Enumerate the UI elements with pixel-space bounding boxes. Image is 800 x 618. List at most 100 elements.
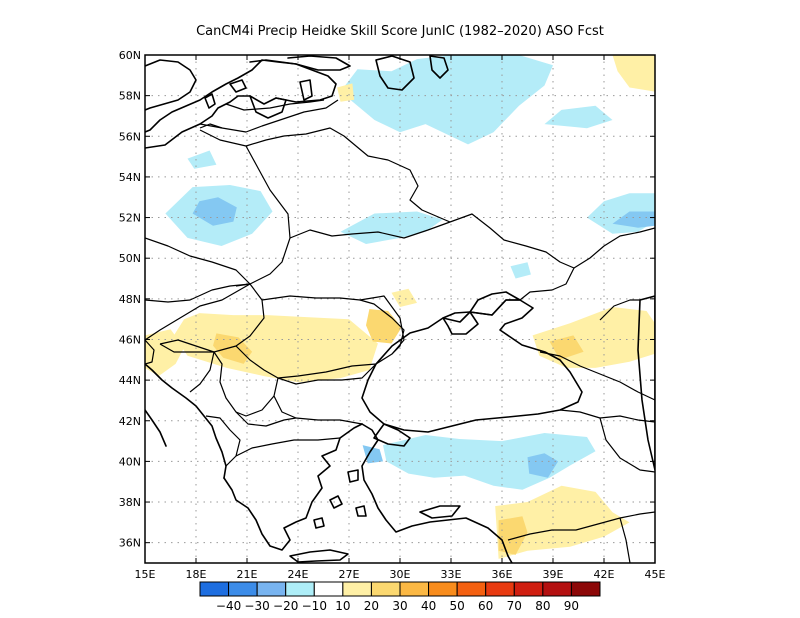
colorbar-label-9: 60 [478, 599, 493, 613]
cyprus-coast [419, 505, 461, 519]
coastlines-and-borders [145, 55, 655, 563]
skill-region-8 [527, 453, 559, 478]
aegean-islands-d [355, 505, 367, 517]
crete-coast [289, 549, 349, 563]
skill-region-18 [612, 55, 655, 92]
colorbar-label-6: 30 [392, 599, 407, 613]
colorbar-swatch-7 [399, 581, 430, 597]
colorbar-label-2: −20 [273, 599, 298, 613]
colorbar-swatch-12 [542, 581, 572, 597]
axis-ticks [144, 54, 656, 563]
border-kaliningrad [199, 123, 223, 129]
gulf-of-finland-coast [249, 55, 351, 71]
lat-label-60N: 60N [119, 49, 141, 62]
colorbar-label-12: 90 [564, 599, 579, 613]
colorbar-swatch-1 [228, 581, 258, 597]
aegean-islands-c [313, 517, 325, 529]
greece-coast [223, 423, 363, 551]
border-slovenia-croatia [145, 339, 155, 365]
lat-label-54N: 54N [119, 171, 141, 184]
baltic-coast [145, 59, 337, 149]
border-poland-east [199, 129, 291, 287]
skill-region-11 [213, 333, 253, 364]
levant-coast [507, 555, 513, 563]
skill-region-9 [362, 445, 383, 464]
lat-label-44N: 44N [119, 374, 141, 387]
border-baltics [199, 99, 339, 133]
aegean-islands-b [347, 469, 359, 483]
border-ukraine-north [289, 213, 575, 301]
lat-label-38N: 38N [119, 496, 141, 509]
skill-region-4 [340, 211, 443, 244]
skill-region-12 [366, 309, 402, 344]
border-turkey-syria [507, 511, 655, 541]
marmara-coast [373, 423, 411, 447]
latitude-labels: 36N 38N 40N 42N 44N 46N 48N 50N 52N 54N 56N 58N 60N [119, 49, 141, 550]
lon-label-36E: 36E [492, 568, 513, 581]
black-sea-coast [361, 299, 583, 433]
scandinavia-coast [145, 59, 197, 111]
skill-region-22 [187, 150, 217, 169]
skill-region-15 [549, 335, 584, 360]
map-title: CanCM4i Precip Heidke Skill Score JunIC … [196, 24, 604, 39]
colorbar-swatch-4 [313, 581, 344, 597]
adriatic-coast [145, 363, 227, 479]
colorbar-label-5: 20 [364, 599, 379, 613]
turkey-west-coast [361, 423, 509, 557]
border-poland-south [145, 237, 251, 285]
colorbar-label-4: 10 [335, 599, 350, 613]
lon-label-33E: 33E [441, 568, 462, 581]
border-macedonia-greece [235, 411, 297, 427]
colorbar-swatch-3 [285, 581, 315, 597]
crimea-coast [442, 311, 479, 335]
caspian-coast [637, 295, 655, 471]
border-turkey-georgia [559, 409, 655, 423]
border-czech-slovakia [145, 283, 251, 303]
colorbar-label-10: 70 [507, 599, 522, 613]
colorbar-label-11: 80 [535, 599, 550, 613]
colorbar-swatch-9 [456, 581, 487, 597]
colorbar-swatch-5 [342, 581, 372, 597]
border-serbia [213, 351, 275, 417]
lat-label-52N: 52N [119, 212, 141, 225]
lake-onega-coast [429, 55, 449, 79]
skill-region-1 [544, 105, 613, 129]
saaremaa-coast [229, 79, 247, 93]
colorbar-labels: −40 −30 −20 −10 10 20 30 40 50 60 70 80 90 [216, 599, 579, 613]
aegean-islands-a [329, 495, 343, 509]
border-moldova [359, 299, 405, 355]
lon-label-30E: 30E [390, 568, 411, 581]
colorbar-swatch-11 [513, 581, 544, 597]
border-russia-kazakhstan [573, 227, 655, 269]
skill-region-19 [337, 83, 355, 102]
lat-label-58N: 58N [119, 90, 141, 103]
skill-region-16 [495, 485, 630, 559]
colorbar-swatch-6 [370, 581, 401, 597]
skill-region-20 [391, 288, 417, 307]
border-bulgaria [277, 363, 377, 385]
colorbar-swatch-2 [256, 581, 287, 597]
border-russia-kazakhstan-south [599, 299, 640, 321]
lat-label-42N: 42N [119, 415, 141, 428]
lon-label-15E: 15E [135, 568, 156, 581]
border-montenegro-albania [205, 415, 241, 467]
skill-region-21 [510, 262, 531, 279]
gotland-coast [204, 93, 216, 109]
colorbar-label-8: 50 [449, 599, 464, 613]
border-hungary [145, 283, 265, 353]
lat-label-48N: 48N [119, 293, 141, 306]
lat-label-36N: 36N [119, 537, 141, 550]
colorbar [199, 581, 601, 597]
italy-east-coast [145, 409, 167, 447]
lon-label-18E: 18E [186, 568, 207, 581]
skill-region-0 [340, 55, 553, 145]
azov-sea-coast [469, 291, 521, 316]
colorbar-swatch-10 [485, 581, 515, 597]
lat-label-56N: 56N [119, 130, 141, 143]
lake-ladoga-coast [375, 55, 415, 91]
colorbar-swatch-13 [570, 581, 601, 597]
colorbar-label-7: 40 [421, 599, 436, 613]
border-greece-north [235, 437, 341, 457]
lat-label-50N: 50N [119, 252, 141, 265]
